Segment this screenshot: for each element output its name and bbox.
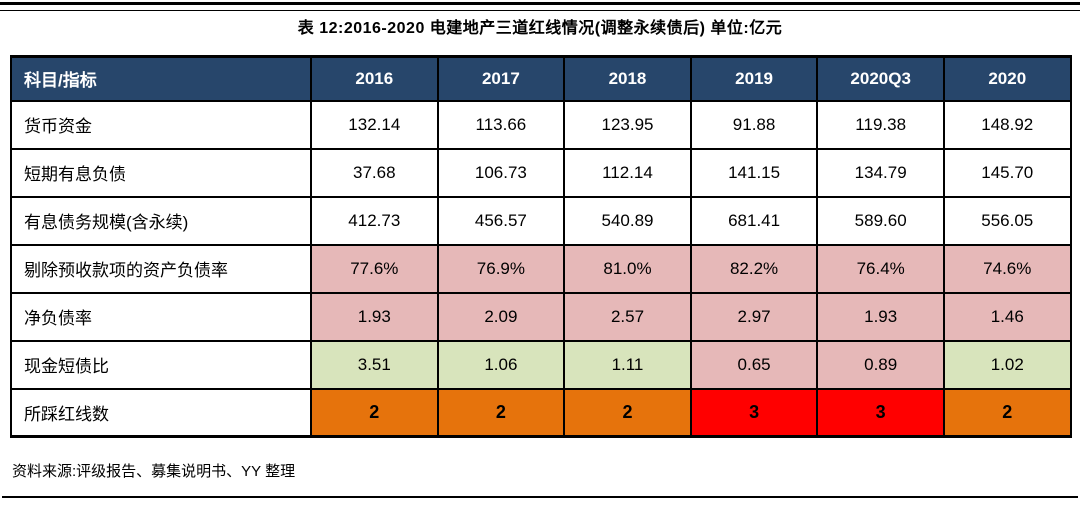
table-row: 净负债率 1.93 2.09 2.57 2.97 1.93 1.46: [10, 291, 1072, 342]
cell: 2: [563, 387, 692, 438]
cell: 134.79: [816, 147, 945, 198]
cell: 123.95: [563, 99, 692, 150]
header-cell: 2020: [942, 55, 1072, 102]
three-red-lines-table: 科目/指标 2016 2017 2018 2019 2020Q3 2020 货币资金 132.…: [10, 55, 1072, 438]
table-title: 表 12:2016-2020 电建地产三道红线情况(调整永续债后) 单位:亿元: [297, 20, 783, 37]
cell: 82.2%: [689, 243, 819, 294]
header-cell: 2020Q3: [816, 55, 945, 102]
header-cell: 2017: [436, 55, 566, 102]
cell: 148.92: [942, 99, 1072, 150]
table-row: 短期有息负债 37.68 106.73 112.14 141.15 134.79 145.7…: [10, 147, 1072, 198]
cell: 0.65: [689, 339, 819, 390]
header-cell: 2018: [563, 55, 692, 102]
cell: 132.14: [310, 99, 439, 150]
header-cell: 2019: [689, 55, 819, 102]
cell: 3: [816, 387, 945, 438]
top-rule-thin: [0, 10, 1080, 11]
cell: 113.66: [436, 99, 566, 150]
cell: 1.46: [942, 291, 1072, 342]
cell: 119.38: [816, 99, 945, 150]
table-row: 货币资金 132.14 113.66 123.95 91.88 119.38 148.92: [10, 99, 1072, 150]
row-label: 货币资金: [10, 99, 312, 150]
row-label: 现金短债比: [10, 339, 312, 390]
source-note: 资料来源:评级报告、募集说明书、YY 整理: [12, 463, 296, 480]
top-rule-thick: [0, 2, 1080, 5]
cell: 77.6%: [310, 243, 439, 294]
cell: 2: [310, 387, 439, 438]
cell: 2.57: [563, 291, 692, 342]
cell: 3.51: [310, 339, 439, 390]
cell: 112.14: [563, 147, 692, 198]
cell: 2: [436, 387, 566, 438]
cell: 556.05: [942, 195, 1072, 246]
row-label: 剔除预收款项的资产负债率: [10, 243, 312, 294]
table-header: 科目/指标 2016 2017 2018 2019 2020Q3 2020: [10, 55, 1072, 102]
header-cell: 2016: [310, 55, 439, 102]
row-label: 短期有息负债: [10, 147, 312, 198]
cell: 681.41: [689, 195, 819, 246]
cell: 589.60: [816, 195, 945, 246]
table-row: 所踩红线数 2 2 2 3 3 2: [10, 387, 1072, 438]
row-label: 净负债率: [10, 291, 312, 342]
cell: 145.70: [942, 147, 1072, 198]
cell: 37.68: [310, 147, 439, 198]
cell: 1.02: [942, 339, 1072, 390]
cell: 2.09: [436, 291, 566, 342]
cell: 1.93: [310, 291, 439, 342]
cell: 106.73: [436, 147, 566, 198]
cell: 1.06: [436, 339, 566, 390]
cell: 0.89: [816, 339, 945, 390]
cell: 3: [689, 387, 819, 438]
cell: 412.73: [310, 195, 439, 246]
cell: 81.0%: [563, 243, 692, 294]
cell: 91.88: [689, 99, 819, 150]
table-row: 有息债务规模(含永续) 412.73 456.57 540.89 681.41 589.6…: [10, 195, 1072, 246]
row-label: 所踩红线数: [10, 387, 312, 438]
header-cell: 科目/指标: [10, 55, 312, 102]
cell: 1.93: [816, 291, 945, 342]
header-row: 科目/指标 2016 2017 2018 2019 2020Q3 2020: [10, 55, 1072, 102]
table-row: 剔除预收款项的资产负债率 77.6% 76.9% 81.0% 82.2% 76.4% 74.…: [10, 243, 1072, 294]
cell: 141.15: [689, 147, 819, 198]
cell: 76.4%: [816, 243, 945, 294]
cell: 1.11: [563, 339, 692, 390]
cell: 2.97: [689, 291, 819, 342]
cell: 76.9%: [436, 243, 566, 294]
cell: 540.89: [563, 195, 692, 246]
bottom-rule: [2, 496, 1078, 498]
cell: 456.57: [436, 195, 566, 246]
cell: 2: [942, 387, 1072, 438]
table-row: 现金短债比 3.51 1.06 1.11 0.65 0.89 1.02: [10, 339, 1072, 390]
row-label: 有息债务规模(含永续): [10, 195, 312, 246]
cell: 74.6%: [942, 243, 1072, 294]
